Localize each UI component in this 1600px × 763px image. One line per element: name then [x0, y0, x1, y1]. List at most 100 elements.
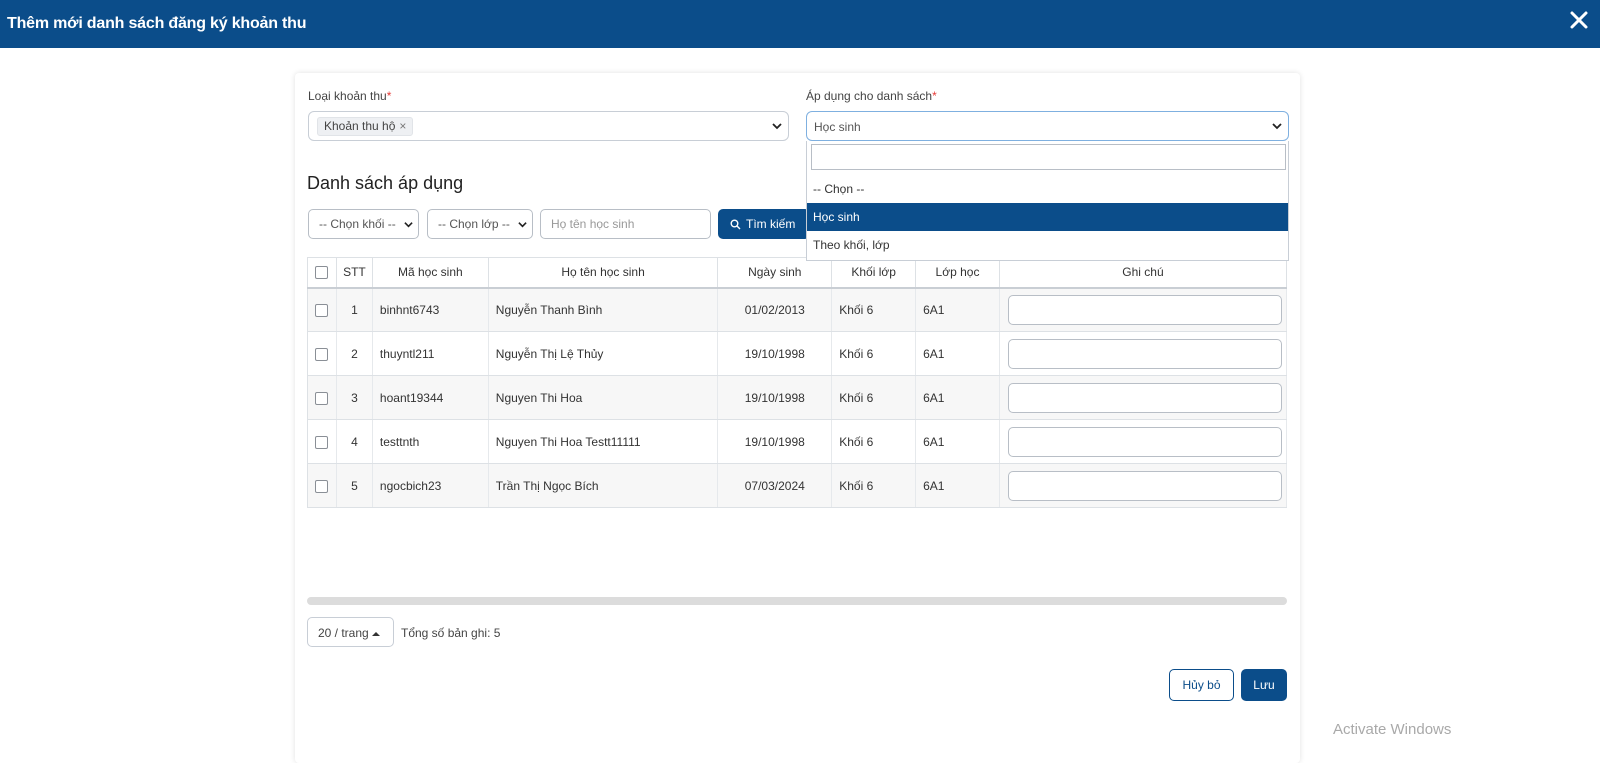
search-icon	[730, 219, 741, 233]
cell-stt: 2	[336, 331, 373, 376]
student-name-input[interactable]: Họ tên học sinh	[540, 209, 711, 239]
caret-up-icon	[372, 626, 381, 640]
row-checkbox[interactable]	[315, 435, 329, 449]
cell-grade: Khối 6	[831, 463, 917, 508]
table-row: 1 binhnt6743 Nguyễn Thanh Bình 01/02/201…	[307, 287, 1288, 332]
fee-type-select[interactable]: Khoản thu hộ ×	[308, 111, 789, 141]
dialog-title: Thêm mới danh sách đăng ký khoản thu	[7, 15, 307, 32]
col-header-note: Ghi chú	[999, 257, 1288, 289]
required-mark: *	[932, 89, 937, 103]
col-header-class: Lớp học	[915, 257, 1000, 289]
cell-dob: 19/10/1998	[717, 331, 833, 376]
fee-type-label: Loại khoản thu*	[308, 89, 391, 103]
cell-student-code: ngocbich23	[372, 463, 489, 508]
cell-dob: 07/03/2024	[717, 463, 833, 508]
dropdown-option-selected[interactable]: Học sinh	[807, 203, 1288, 231]
row-select-cell	[307, 419, 337, 464]
col-header-dob: Ngày sinh	[717, 257, 833, 289]
cell-grade: Khối 6	[831, 331, 917, 376]
table-header-row: STT Mã học sinh Họ tên học sinh Ngày sin…	[307, 257, 1288, 289]
remove-tag-icon[interactable]: ×	[399, 119, 407, 133]
row-select-cell	[307, 331, 337, 376]
cell-note	[999, 463, 1288, 508]
row-checkbox[interactable]	[315, 347, 329, 361]
row-select-cell	[307, 463, 337, 508]
cell-grade: Khối 6	[831, 419, 917, 464]
table-row: 5 ngocbich23 Trần Thị Ngọc Bích 07/03/20…	[307, 463, 1288, 508]
activate-windows-watermark: Activate Windows	[1333, 721, 1452, 738]
search-button[interactable]: Tìm kiếm	[718, 209, 810, 239]
cell-grade: Khối 6	[831, 375, 917, 420]
row-checkbox[interactable]	[315, 391, 329, 405]
grade-filter-value: -- Chọn khối --	[319, 217, 396, 231]
student-table: STT Mã học sinh Họ tên học sinh Ngày sin…	[307, 257, 1288, 508]
total-records: Tổng số bản ghi: 5	[401, 626, 501, 640]
note-input[interactable]	[1007, 338, 1282, 369]
table-row: 4 testtnth Nguyen Thi Hoa Testt11111 19/…	[307, 419, 1288, 464]
grade-filter-select[interactable]: -- Chọn khối --	[308, 209, 419, 239]
col-header-student-name: Họ tên học sinh	[488, 257, 719, 289]
fee-type-tag-label: Khoản thu hộ	[324, 119, 396, 133]
dropdown-option[interactable]: -- Chọn --	[813, 182, 865, 196]
row-select-cell	[307, 287, 337, 332]
cell-student-name: Trần Thị Ngọc Bích	[488, 463, 719, 508]
cell-student-name: Nguyễn Thị Lệ Thủy	[488, 331, 719, 376]
row-checkbox[interactable]	[315, 479, 329, 493]
cell-student-name: Nguyen Thi Hoa	[488, 375, 719, 420]
class-filter-select[interactable]: -- Chọn lớp --	[427, 209, 533, 239]
cell-note	[999, 287, 1288, 332]
cell-student-code: hoant19344	[372, 375, 489, 420]
chevron-down-icon	[404, 222, 413, 228]
apply-to-label: Áp dụng cho danh sách*	[806, 89, 937, 103]
note-input[interactable]	[1007, 382, 1282, 413]
fee-type-label-text: Loại khoản thu	[308, 89, 387, 103]
save-button[interactable]: Lưu	[1241, 669, 1287, 701]
col-header-stt: STT	[336, 257, 373, 289]
cell-class: 6A1	[915, 287, 1000, 332]
col-header-grade: Khối lớp	[831, 257, 917, 289]
section-title: Danh sách áp dụng	[307, 173, 464, 193]
note-input[interactable]	[1007, 470, 1282, 501]
col-header-student-code: Mã học sinh	[372, 257, 489, 289]
apply-to-dropdown: -- Chọn -- Học sinh Theo khối, lớp	[806, 141, 1289, 261]
cell-class: 6A1	[915, 419, 1000, 464]
cell-grade: Khối 6	[831, 287, 917, 332]
cell-dob: 19/10/1998	[717, 375, 833, 420]
cell-student-code: testtnth	[372, 419, 489, 464]
cell-note	[999, 331, 1288, 376]
cell-stt: 5	[336, 463, 373, 508]
note-input[interactable]	[1007, 294, 1282, 325]
close-icon[interactable]	[1568, 9, 1590, 31]
row-checkbox[interactable]	[315, 303, 329, 317]
search-button-label: Tìm kiếm	[746, 217, 796, 231]
cell-note	[999, 375, 1288, 420]
student-name-placeholder: Họ tên học sinh	[551, 217, 635, 231]
dialog-header: Thêm mới danh sách đăng ký khoản thu	[0, 0, 1600, 48]
page-size-select[interactable]: 20 / trang	[307, 617, 394, 647]
select-all-cell	[307, 257, 337, 289]
cell-class: 6A1	[915, 375, 1000, 420]
apply-to-label-text: Áp dụng cho danh sách	[806, 89, 933, 103]
cell-student-code: thuyntl211	[372, 331, 489, 376]
cell-stt: 1	[336, 287, 373, 332]
dropdown-search-input[interactable]	[811, 144, 1286, 170]
cell-student-code: binhnt6743	[372, 287, 489, 332]
horizontal-scrollbar[interactable]	[307, 597, 1287, 605]
note-input[interactable]	[1007, 426, 1282, 457]
required-mark: *	[386, 89, 392, 103]
table-row: 2 thuyntl211 Nguyễn Thị Lệ Thủy 19/10/19…	[307, 331, 1288, 376]
class-filter-value: -- Chọn lớp --	[438, 217, 510, 231]
apply-to-select[interactable]: Học sinh	[806, 111, 1289, 141]
chevron-down-icon	[772, 123, 782, 130]
cell-dob: 19/10/1998	[717, 419, 833, 464]
table-row: 3 hoant19344 Nguyen Thi Hoa 19/10/1998 K…	[307, 375, 1288, 420]
cancel-button[interactable]: Hủy bỏ	[1169, 669, 1234, 701]
select-all-checkbox[interactable]	[315, 266, 329, 280]
page-size-value: 20 / trang	[318, 626, 369, 640]
dropdown-option[interactable]: Theo khối, lớp	[813, 238, 890, 252]
fee-type-tag: Khoản thu hộ ×	[317, 117, 414, 136]
cell-class: 6A1	[915, 463, 1000, 508]
cell-dob: 01/02/2013	[717, 287, 833, 332]
chevron-down-icon	[518, 222, 527, 228]
cell-note	[999, 419, 1288, 464]
